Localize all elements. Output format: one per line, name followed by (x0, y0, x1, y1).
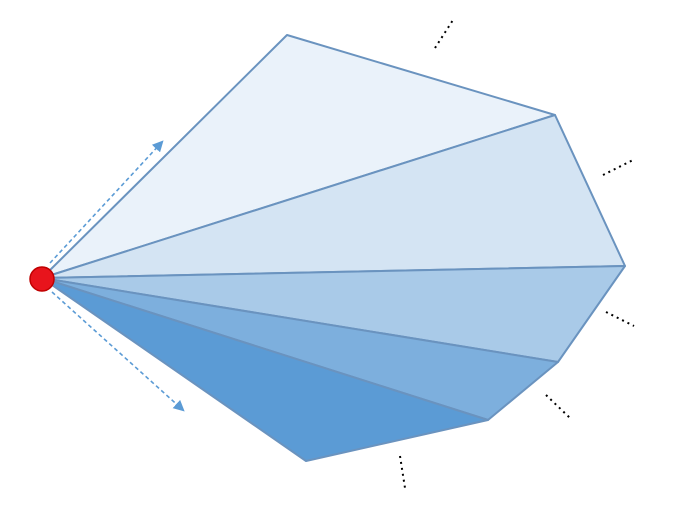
continuation-dots-4 (545, 394, 571, 419)
fan-segment-5 (41, 277, 489, 462)
continuation-dots-5 (399, 455, 406, 489)
continuation-dots-2 (602, 159, 634, 176)
apex-point (29, 266, 55, 292)
continuation-dots-1 (434, 19, 454, 49)
lower-direction-arrow (51, 291, 185, 412)
continuation-dots-3 (605, 311, 635, 327)
